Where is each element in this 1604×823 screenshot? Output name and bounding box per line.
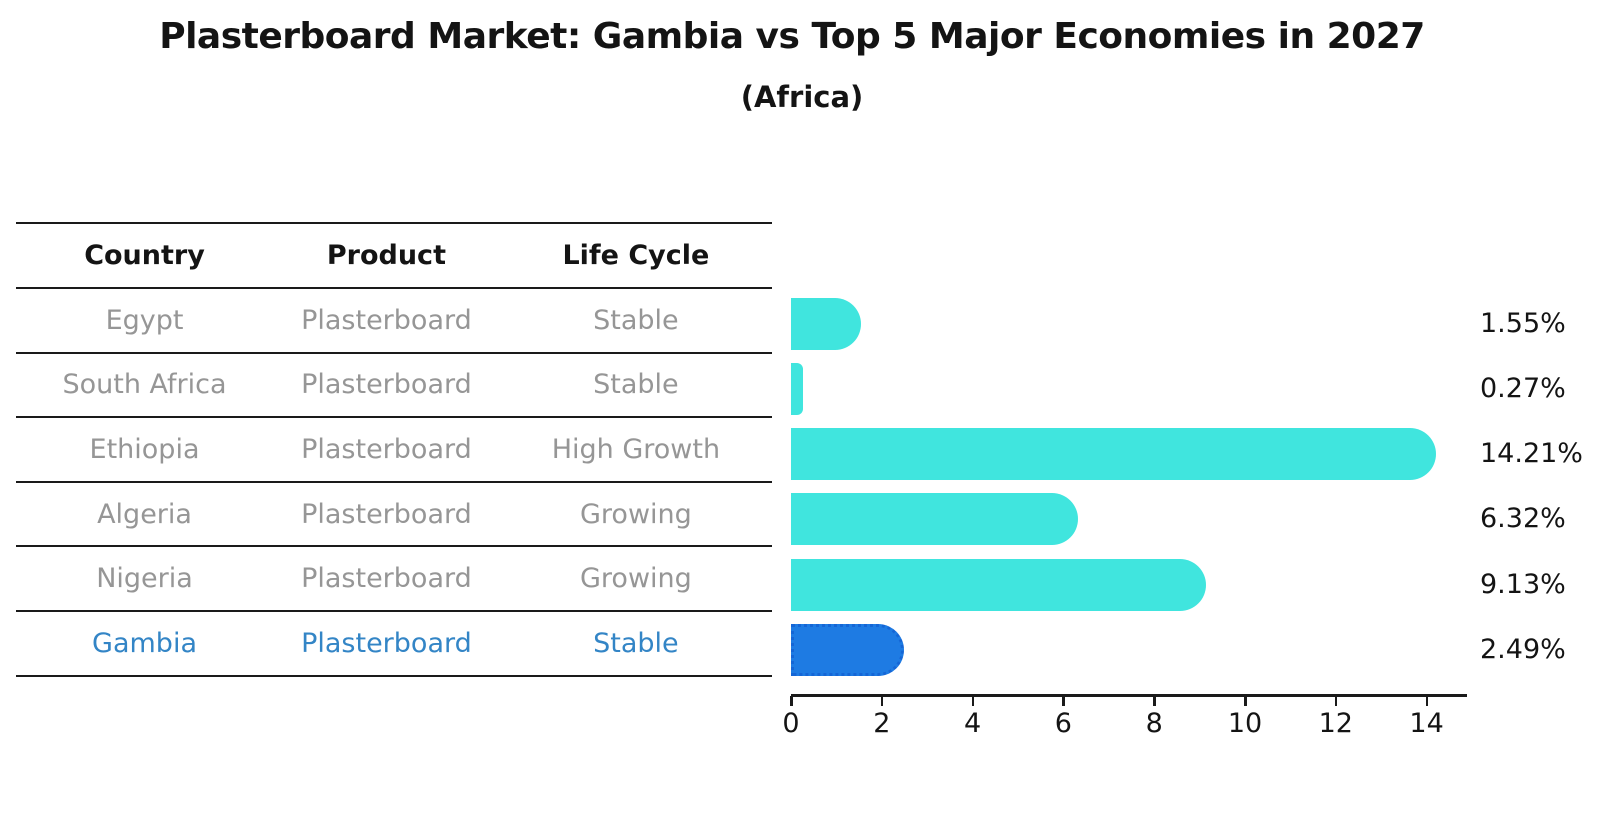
comparison-table: Country Product Life Cycle Egypt Plasterboa… <box>16 222 772 677</box>
bar-egypt <box>791 297 862 350</box>
table-row-south-africa: South Africa Plasterboard Stable <box>16 354 772 419</box>
table-row-gambia: Gambia Plasterboard Stable <box>16 612 772 677</box>
value-label: 2.49% <box>1480 634 1566 665</box>
x-axis-tick-label: 12 <box>1318 708 1353 739</box>
life-cycle-cell: Stable <box>593 627 679 659</box>
x-axis-line <box>791 694 1467 697</box>
country-cell: Algeria <box>97 498 192 530</box>
table-body: Egypt Plasterboard Stable South Africa Plast… <box>16 289 772 677</box>
x-axis-tick-label: 14 <box>1409 708 1444 739</box>
product-cell: Plasterboard <box>301 304 472 336</box>
product-cell: Plasterboard <box>301 369 472 401</box>
x-axis-tick <box>1244 696 1247 706</box>
bar-ethiopia <box>791 428 1437 481</box>
life-cycle-cell: High Growth <box>551 433 721 465</box>
life-cycle-cell: Growing <box>580 563 692 595</box>
x-axis-tick <box>971 696 975 706</box>
chart-subtitle: (Africa) <box>740 80 864 114</box>
column-header-country: Country <box>84 240 205 271</box>
life-cycle-cell: Growing <box>580 498 692 530</box>
table-row-egypt: Egypt Plasterboard Stable <box>16 289 772 354</box>
table-header-row: Country Product Life Cycle <box>16 224 772 289</box>
x-axis-tick <box>1153 696 1156 706</box>
country-cell: Nigeria <box>96 563 193 595</box>
country-cell: Ethiopia <box>89 433 200 465</box>
life-cycle-cell: Stable <box>593 369 679 401</box>
x-axis-tick-label: 2 <box>873 708 891 739</box>
product-cell: Plasterboard <box>301 433 472 465</box>
product-cell: Plasterboard <box>301 563 472 595</box>
column-header-life-cycle: Life Cycle <box>562 240 710 271</box>
x-axis-tick-label: 0 <box>782 708 800 739</box>
life-cycle-cell: Stable <box>593 304 679 336</box>
x-axis-tick-label: 10 <box>1227 708 1263 739</box>
bar-south-africa <box>791 362 804 415</box>
x-axis-tick-label: 4 <box>964 708 982 739</box>
bar-algeria <box>791 493 1078 546</box>
x-axis-tick <box>1425 696 1429 706</box>
value-label: 9.13% <box>1480 568 1566 600</box>
product-cell: Plasterboard <box>301 627 472 659</box>
country-cell: South Africa <box>62 369 227 401</box>
column-header-product: Product <box>326 240 446 271</box>
table-row-ethiopia: Ethiopia Plasterboard High Growth <box>16 418 772 483</box>
x-axis-tick-label: 8 <box>1145 708 1163 739</box>
product-cell: Plasterboard <box>301 498 472 530</box>
value-label: 1.55% <box>1480 307 1566 339</box>
table-row-algeria: Algeria Plasterboard Growing <box>16 483 772 548</box>
x-axis-tick <box>1334 696 1338 706</box>
x-axis-tick <box>790 696 793 706</box>
x-axis-tick-label: 6 <box>1054 708 1072 739</box>
table-row-nigeria: Nigeria Plasterboard Growing <box>16 547 772 612</box>
country-cell: Egypt <box>105 304 184 336</box>
value-label: 14.21% <box>1480 438 1583 470</box>
x-axis-tick <box>1062 696 1065 706</box>
value-label: 0.27% <box>1480 372 1566 404</box>
chart-title: Plasterboard Market: Gambia vs Top 5 Maj… <box>159 16 1425 57</box>
country-cell: Gambia <box>92 627 197 659</box>
bar-gambia <box>791 624 905 676</box>
bar-nigeria <box>791 558 1206 611</box>
x-axis-tick <box>880 696 884 706</box>
value-label: 6.32% <box>1480 503 1566 535</box>
